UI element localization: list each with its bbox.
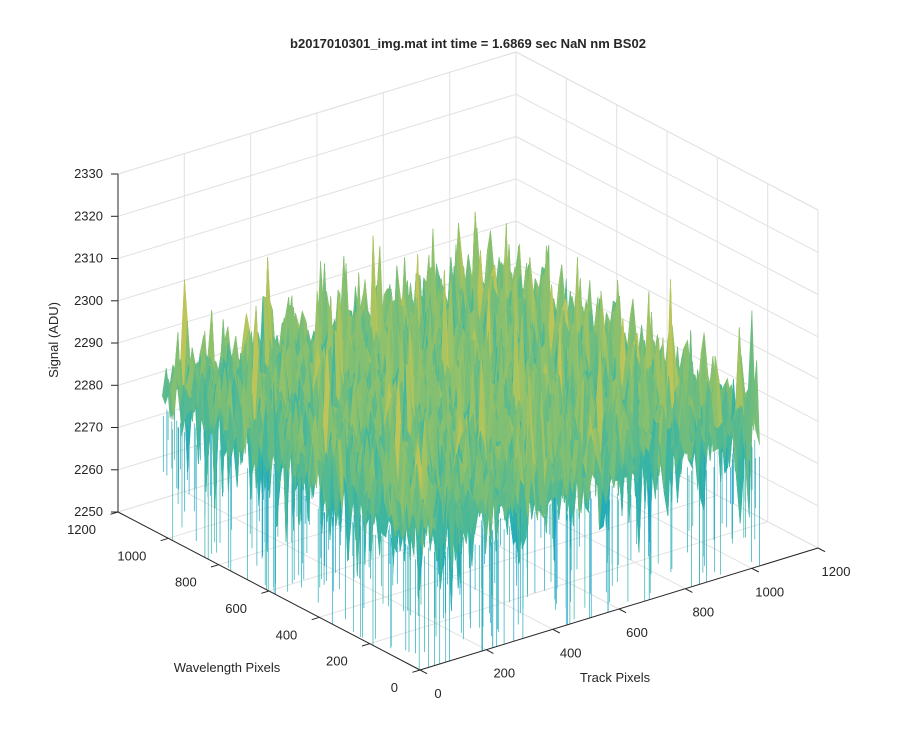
grid-line [515,220,819,380]
grid-line [515,136,819,295]
grid-line [117,93,517,217]
surface-mesh [161,211,760,670]
grid-line [515,178,819,338]
grid-line [515,93,819,253]
box-edge [515,51,819,211]
box-edge [117,51,517,175]
grid-line [117,136,517,259]
